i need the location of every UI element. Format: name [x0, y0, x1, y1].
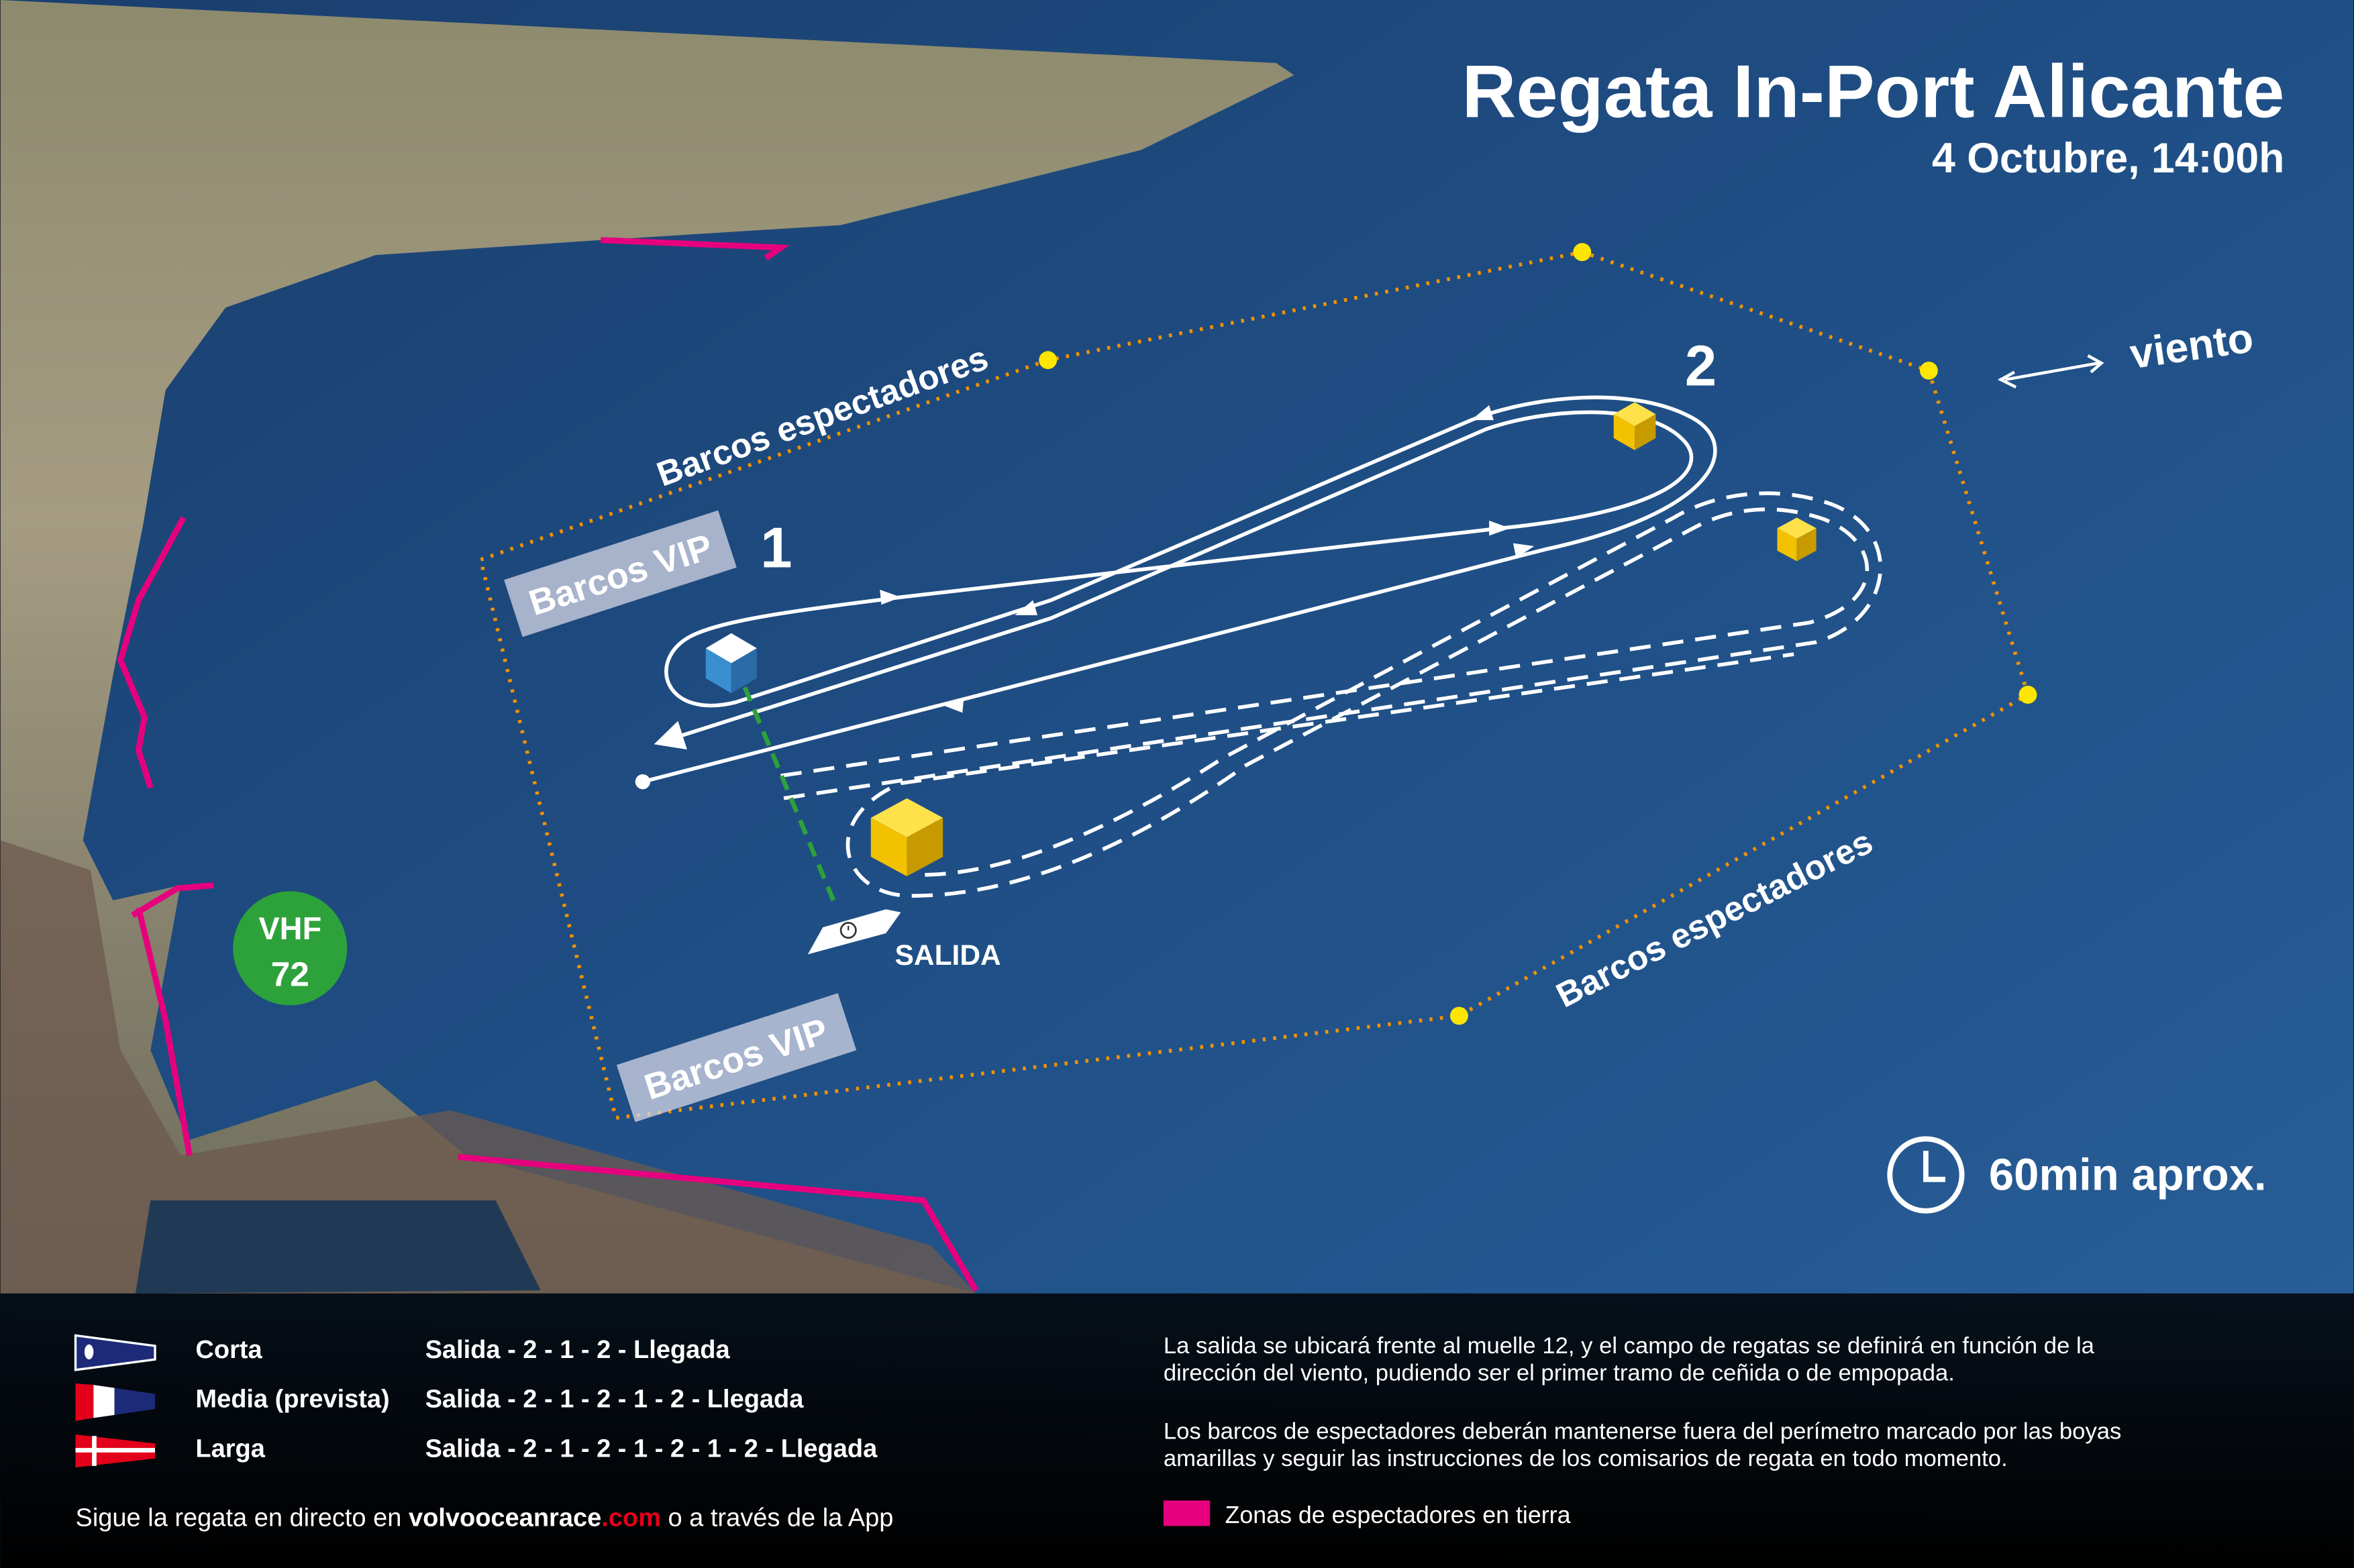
- follow-text: Sigue la regata en directo en volvoocean…: [76, 1504, 894, 1532]
- course-route-corta: Salida - 2 - 1 - 2 - Llegada: [425, 1336, 731, 1364]
- start-line: [742, 686, 835, 902]
- start-label: SALIDA: [895, 940, 1001, 972]
- flag-corta-icon: [74, 1334, 156, 1371]
- mark-2-alt-buoy: [1777, 517, 1816, 562]
- course-name-larga: Larga: [195, 1435, 265, 1463]
- vhf-channel: 72: [271, 954, 309, 993]
- city-area: [0, 840, 976, 1294]
- buoy: [1039, 351, 1058, 370]
- buoy: [1573, 243, 1592, 262]
- vhf-badge: [233, 891, 348, 1006]
- land-zone-swatch: [1163, 1500, 1211, 1526]
- info-start-line2: dirección del viento, pudiendo ser el pr…: [1164, 1360, 1955, 1386]
- course-dashed: [780, 491, 1883, 898]
- spectator-perimeter: [478, 250, 2031, 1120]
- course-route-larga: Salida - 2 - 1 - 2 - 1 - 2 - 1 - 2 - Lle…: [425, 1435, 878, 1463]
- event-date: 4 Octubre, 14:00h: [1932, 135, 2284, 182]
- duration-label: 60min aprox.: [1989, 1149, 2267, 1200]
- course-route-media: Salida - 2 - 1 - 2 - 1 - 2 - Llegada: [425, 1386, 805, 1414]
- course-name-corta: Corta: [195, 1336, 262, 1364]
- start-mark-buoy: [870, 798, 943, 877]
- info-start-line1: La salida se ubicará frente al muelle 12…: [1164, 1333, 2095, 1359]
- mark-2-label: 2: [1685, 335, 1717, 399]
- website-tld[interactable]: .com: [601, 1504, 661, 1532]
- course-arrows: [880, 405, 1535, 713]
- mark-1-label: 1: [760, 516, 792, 580]
- finish-point: [635, 774, 651, 790]
- land-spectator-zones: [117, 237, 979, 1292]
- website-link[interactable]: volvooceanrace: [409, 1504, 601, 1532]
- boat-icon: [807, 909, 901, 955]
- land-zone-label: Zonas de espectadores en tierra: [1225, 1502, 1571, 1528]
- perimeter-buoys: [1039, 243, 2037, 1025]
- flag-media-icon: [75, 1383, 156, 1421]
- vhf-label: VHF: [258, 910, 321, 946]
- follow-prefix: Sigue la regata en directo en: [76, 1504, 409, 1532]
- clock-icon: [1887, 1136, 1965, 1214]
- page-title: Regata In-Port Alicante: [1462, 49, 2285, 133]
- buoy: [2018, 686, 2037, 704]
- course-list: Corta Salida - 2 - 1 - 2 - Llegada Media…: [195, 1336, 878, 1463]
- harbour: [135, 1200, 541, 1294]
- buoy: [1450, 1006, 1468, 1025]
- course-name-media: Media (prevista): [195, 1386, 389, 1414]
- buoy: [1920, 361, 1938, 380]
- flag-larga-icon: [75, 1434, 156, 1468]
- info-spectators-line1: Los barcos de espectadores deberán mante…: [1164, 1419, 2122, 1445]
- course-solid: [642, 395, 1717, 784]
- double-arrow-icon: [1997, 354, 2104, 388]
- info-spectators-line2: amarillas y seguir las instrucciones de …: [1164, 1446, 2008, 1471]
- follow-suffix: o a través de la App: [661, 1504, 893, 1532]
